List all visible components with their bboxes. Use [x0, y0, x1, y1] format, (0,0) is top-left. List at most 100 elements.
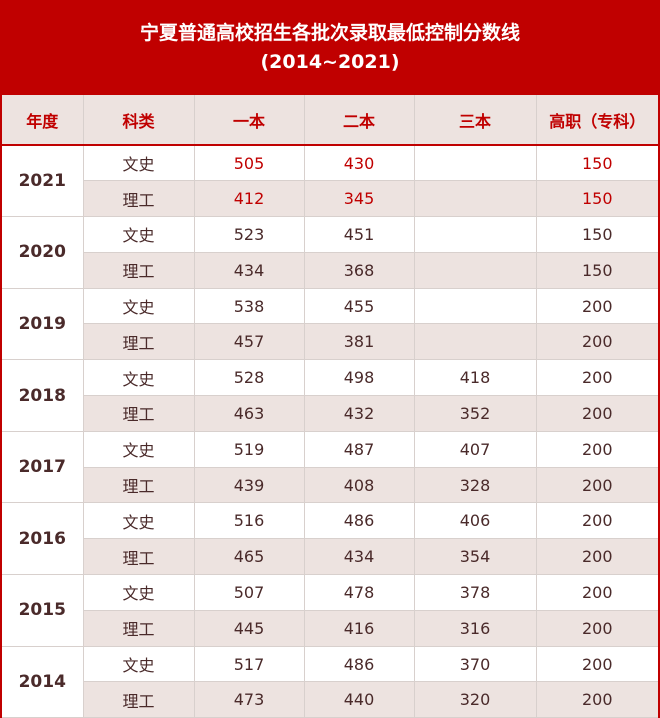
- score-table: 年度 科类 一本 二本 三本 高职（专科） 2021 文史 505 430 150 理工 4…: [2, 95, 658, 718]
- table-row: 理工 473 440 320 200: [2, 681, 658, 718]
- tier3-cell: [414, 252, 537, 289]
- tier3-cell: 354: [414, 538, 537, 576]
- category-cell: 文史: [83, 646, 195, 683]
- tier3-cell: 406: [414, 502, 537, 540]
- table-row: 理工 457 381 200: [2, 323, 658, 361]
- vocational-cell: 150: [536, 216, 658, 253]
- tier3-cell: [414, 145, 537, 182]
- tier3-cell: [414, 216, 537, 253]
- subtitle: (2014~2021): [260, 51, 400, 73]
- vocational-cell: 200: [536, 538, 658, 576]
- category-cell: 理工: [83, 252, 195, 289]
- category-cell: 理工: [83, 538, 195, 576]
- category-cell: 文史: [83, 145, 195, 182]
- tier1-cell: 463: [194, 395, 305, 432]
- tier2-cell: 434: [304, 538, 415, 576]
- tier1-cell: 505: [194, 145, 305, 182]
- header-tier2: 二本: [304, 95, 415, 146]
- table-row: 理工 465 434 354 200: [2, 538, 658, 576]
- category-cell: 文史: [83, 431, 195, 468]
- category-cell: 文史: [83, 502, 195, 540]
- vocational-cell: 200: [536, 323, 658, 361]
- tier2-cell: 440: [304, 681, 415, 718]
- year-cell: 2016: [2, 502, 84, 576]
- tier2-cell: 345: [304, 180, 415, 218]
- tier3-cell: 370: [414, 646, 537, 683]
- table-row: 理工 445 416 316 200: [2, 610, 658, 647]
- tier1-cell: 523: [194, 216, 305, 253]
- tier3-cell: [414, 180, 537, 218]
- vocational-cell: 200: [536, 467, 658, 504]
- header-year: 年度: [2, 95, 84, 146]
- vocational-cell: 200: [536, 646, 658, 683]
- tier1-cell: 507: [194, 574, 305, 611]
- tier2-cell: 368: [304, 252, 415, 289]
- year-cell: 2018: [2, 359, 84, 432]
- tier2-cell: 381: [304, 323, 415, 361]
- tier3-cell: 316: [414, 610, 537, 647]
- category-cell: 文史: [83, 574, 195, 611]
- vocational-cell: 150: [536, 180, 658, 218]
- tier2-cell: 416: [304, 610, 415, 647]
- header-tier3: 三本: [414, 95, 537, 146]
- category-cell: 理工: [83, 467, 195, 504]
- header-category: 科类: [83, 95, 195, 146]
- table-row: 理工 412 345 150: [2, 180, 658, 218]
- year-cell: 2021: [2, 145, 84, 218]
- tier2-cell: 430: [304, 145, 415, 182]
- table-row: 2015 文史 507 478 378 200: [2, 574, 658, 647]
- tier2-cell: 478: [304, 574, 415, 611]
- vocational-cell: 200: [536, 610, 658, 647]
- tier2-cell: 498: [304, 359, 415, 397]
- table-row: 2019 文史 538 455 200: [2, 288, 658, 361]
- tier2-cell: 432: [304, 395, 415, 432]
- vocational-cell: 200: [536, 359, 658, 397]
- vocational-cell: 150: [536, 145, 658, 182]
- year-cell: 2017: [2, 431, 84, 504]
- tier2-cell: 486: [304, 646, 415, 683]
- tier3-cell: 328: [414, 467, 537, 504]
- vocational-cell: 200: [536, 431, 658, 468]
- tier1-cell: 538: [194, 288, 305, 325]
- category-cell: 理工: [83, 180, 195, 218]
- table-row: 2021 文史 505 430 150: [2, 145, 658, 218]
- table-row: 2020 文史 523 451 150: [2, 216, 658, 289]
- tier1-cell: 465: [194, 538, 305, 576]
- tier1-cell: 439: [194, 467, 305, 504]
- category-cell: 理工: [83, 610, 195, 647]
- tier3-cell: 378: [414, 574, 537, 611]
- year-cell: 2020: [2, 216, 84, 289]
- tier1-cell: 517: [194, 646, 305, 683]
- table-row: 理工 439 408 328 200: [2, 467, 658, 504]
- tier3-cell: [414, 288, 537, 325]
- category-cell: 文史: [83, 359, 195, 397]
- tier2-cell: 455: [304, 288, 415, 325]
- tier3-cell: 352: [414, 395, 537, 432]
- title-banner: 宁夏普通高校招生各批次录取最低控制分数线 (2014~2021): [2, 0, 658, 95]
- tier3-cell: [414, 323, 537, 361]
- category-cell: 理工: [83, 395, 195, 432]
- vocational-cell: 200: [536, 395, 658, 432]
- tier3-cell: 320: [414, 681, 537, 718]
- table-row: 2017 文史 519 487 407 200: [2, 431, 658, 504]
- category-cell: 理工: [83, 323, 195, 361]
- table-row: 2018 文史 528 498 418 200: [2, 359, 658, 432]
- tier3-cell: 407: [414, 431, 537, 468]
- tier1-cell: 434: [194, 252, 305, 289]
- header-row: 年度 科类 一本 二本 三本 高职（专科）: [2, 95, 658, 146]
- table-row: 理工 434 368 150: [2, 252, 658, 289]
- tier1-cell: 457: [194, 323, 305, 361]
- vocational-cell: 200: [536, 681, 658, 718]
- vocational-cell: 200: [536, 502, 658, 540]
- tier1-cell: 516: [194, 502, 305, 540]
- title: 宁夏普通高校招生各批次录取最低控制分数线: [139, 22, 520, 44]
- tier2-cell: 487: [304, 431, 415, 468]
- category-cell: 文史: [83, 216, 195, 253]
- tier1-cell: 519: [194, 431, 305, 468]
- category-cell: 文史: [83, 288, 195, 325]
- table-row: 2014 文史 517 486 370 200: [2, 646, 658, 718]
- year-cell: 2015: [2, 574, 84, 647]
- tier1-cell: 412: [194, 180, 305, 218]
- tier1-cell: 528: [194, 359, 305, 397]
